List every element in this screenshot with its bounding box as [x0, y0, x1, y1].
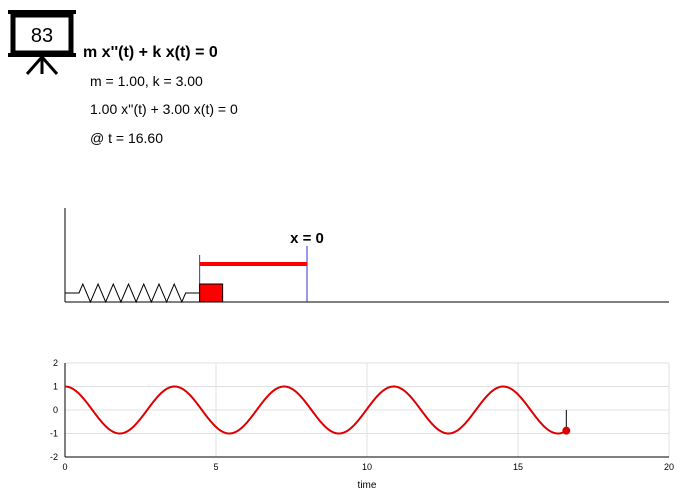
spring-mass-scene: x = 0 [64, 208, 669, 304]
series-line [64, 385, 567, 435]
presentation-board-icon [8, 10, 76, 75]
y-tick-label: 2 [53, 358, 58, 368]
parameters-text: m = 1.00, k = 3.00 [90, 73, 203, 89]
y-tick-label: 0 [53, 405, 58, 415]
mass-block [199, 283, 224, 303]
board-stand-right [40, 56, 59, 75]
specific-equation-text: 1.00 x''(t) + 3.00 x(t) = 0 [90, 101, 238, 117]
y-tick-label: -2 [50, 452, 58, 462]
equation-title: m x''(t) + k x(t) = 0 [83, 44, 218, 61]
x-axis-label: time [358, 480, 377, 491]
spring [65, 282, 200, 304]
x-tick-label: 0 [62, 462, 67, 472]
current-point [562, 426, 571, 435]
y-tick-label: 1 [53, 382, 58, 392]
board-stand-left [25, 56, 44, 75]
badge-number: 83 [31, 25, 53, 47]
x-tick-label: 20 [664, 462, 674, 472]
time-readout: @ t = 16.60 [90, 130, 163, 146]
x-tick-label: 10 [362, 462, 372, 472]
x-tick-label: 5 [213, 462, 218, 472]
x-tick-label: 15 [513, 462, 523, 472]
equilibrium-label: x = 0 [290, 230, 324, 247]
y-tick-label: -1 [50, 429, 58, 439]
